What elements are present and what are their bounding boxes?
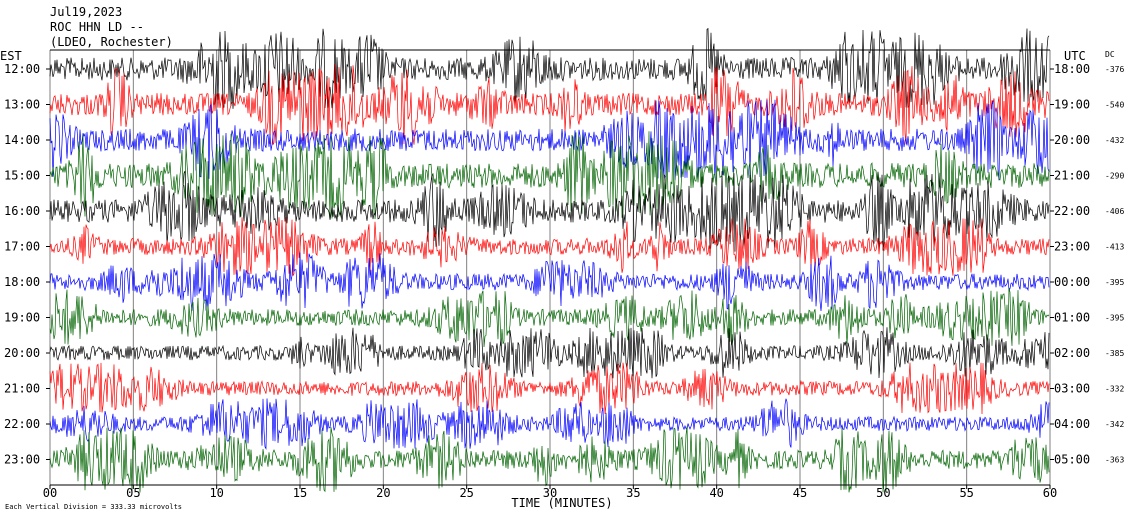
x-axis-label: TIME (MINUTES) — [511, 496, 612, 510]
trace-row-1600 — [49, 170, 1050, 252]
trace-row-1400 — [49, 99, 1050, 181]
chart-station: ROC HHN LD -- — [50, 20, 144, 34]
dc-offset-label: -395 — [1105, 314, 1124, 323]
x-tick-label: 40 — [709, 486, 723, 500]
x-tick-label: 55 — [959, 486, 973, 500]
scale-note: Each Vertical Division = 333.33 microvol… — [5, 503, 182, 511]
x-tick-label: 30 — [543, 486, 557, 500]
utc-hour-label: 19:00 — [1054, 98, 1090, 112]
trace-row-2200 — [49, 398, 1050, 450]
est-hour-label: 22:00 — [4, 417, 40, 431]
utc-hour-label: 23:00 — [1054, 240, 1090, 254]
utc-hour-label: 01:00 — [1054, 311, 1090, 325]
est-hour-label: 13:00 — [4, 98, 40, 112]
dc-offset-label: -342 — [1105, 420, 1124, 429]
est-hour-label: 14:00 — [4, 133, 40, 147]
label-layer: 00 05 10 15 20 25 30 35 40 45 50 55 60 12:00 18:00 -376… — [4, 62, 1124, 500]
trace-row-2100 — [49, 362, 1050, 414]
utc-hour-label: 03:00 — [1054, 382, 1090, 396]
est-hour-label: 17:00 — [4, 240, 40, 254]
x-tick-label: 60 — [1043, 486, 1057, 500]
dc-column-label: DC — [1105, 50, 1115, 59]
trace-layer — [49, 27, 1050, 493]
x-tick-label: 45 — [793, 486, 807, 500]
utc-hour-label: 00:00 — [1054, 275, 1090, 289]
x-tick-label: 50 — [876, 486, 890, 500]
dc-offset-label: -413 — [1105, 243, 1124, 252]
trace-row-1900 — [49, 288, 1050, 348]
trace-row-2000 — [49, 327, 1050, 379]
trace-row-1500 — [49, 131, 1050, 220]
est-axis-label: EST — [0, 49, 22, 63]
dc-offset-label: -395 — [1105, 278, 1124, 287]
dc-offset-label: -363 — [1105, 456, 1124, 465]
trace-row-1300 — [49, 64, 1050, 146]
dc-offset-label: -385 — [1105, 349, 1124, 358]
utc-hour-label: 21:00 — [1054, 169, 1090, 183]
utc-hour-label: 05:00 — [1054, 453, 1090, 467]
est-hour-label: 16:00 — [4, 204, 40, 218]
dc-offset-label: -406 — [1105, 207, 1124, 216]
utc-hour-label: 20:00 — [1054, 133, 1090, 147]
est-hour-label: 19:00 — [4, 311, 40, 325]
x-tick-label: 35 — [626, 486, 640, 500]
trace-row-1700 — [49, 217, 1050, 276]
est-hour-label: 21:00 — [4, 382, 40, 396]
chart-date: Jul19,2023 — [50, 5, 122, 19]
x-tick-label: 10 — [209, 486, 223, 500]
chart-location: (LDEO, Rochester) — [50, 35, 173, 49]
dc-offset-label: -376 — [1105, 65, 1124, 74]
x-tick-label: 15 — [293, 486, 307, 500]
utc-hour-label: 18:00 — [1054, 62, 1090, 76]
est-hour-label: 12:00 — [4, 62, 40, 76]
est-hour-label: 18:00 — [4, 275, 40, 289]
x-tick-label: 25 — [459, 486, 473, 500]
trace-row-1800 — [49, 252, 1050, 312]
dc-offset-label: -290 — [1105, 172, 1124, 181]
dc-offset-label: -432 — [1105, 136, 1124, 145]
dc-offset-label: -332 — [1105, 385, 1124, 394]
est-hour-label: 23:00 — [4, 453, 40, 467]
x-tick-label: 20 — [376, 486, 390, 500]
trace-row-2300 — [49, 426, 1050, 493]
utc-hour-label: 04:00 — [1054, 417, 1090, 431]
utc-axis-label: UTC — [1064, 49, 1086, 63]
trace-row-1200 — [49, 27, 1050, 109]
utc-hour-label: 02:00 — [1054, 346, 1090, 360]
x-tick-label: 00 — [43, 486, 57, 500]
utc-hour-label: 22:00 — [1054, 204, 1090, 218]
x-tick-label: 05 — [126, 486, 140, 500]
dc-offset-label: -540 — [1105, 101, 1124, 110]
est-hour-label: 20:00 — [4, 346, 40, 360]
est-hour-label: 15:00 — [4, 169, 40, 183]
